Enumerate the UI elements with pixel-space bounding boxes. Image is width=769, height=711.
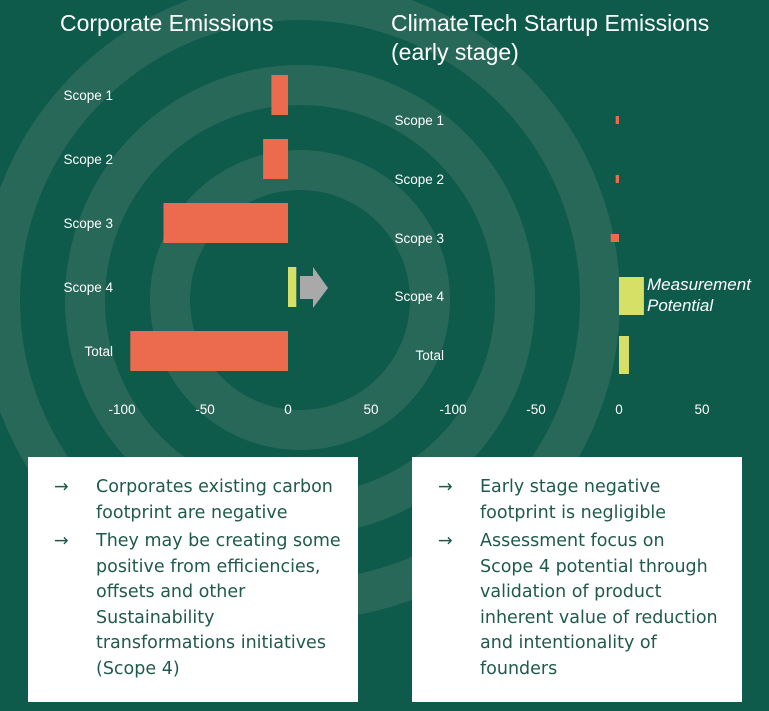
bg-arc-inner [150,150,450,450]
corporate-category-label: Scope 2 [63,152,113,167]
startup-x-tick-label: -50 [526,402,546,417]
corporate-bar-scope-3 [163,203,288,243]
left-bullet-1-text: Corporates existing carbon footprint are… [96,477,333,523]
right-bullet-2: → Assessment focus on Scope 4 potential … [438,529,718,682]
left-bullet-2: → They may be creating some positive fro… [54,529,341,682]
startup-category-label: Total [415,348,444,363]
measurement-potential-annotation: Measurement Potential [647,275,751,315]
right-bullet-2-text: Assessment focus on Scope 4 potential th… [480,531,718,679]
corporate-x-tick-label: 0 [284,402,292,417]
startup-x-tick-label: 0 [615,402,623,417]
corporate-x-tick-label: 50 [363,402,378,417]
arrow-icon: → [54,531,69,551]
corporate-category-label: Scope 3 [63,216,113,231]
startup-x-tick-label: 50 [694,402,709,417]
corporate-x-tick-label: -100 [108,402,135,417]
corporate-bar-scope-4 [288,267,297,307]
startup-category-label: Scope 4 [394,289,444,304]
right-bullet-1: → Early stage negative footprint is negl… [438,475,666,526]
right-bullet-1-text: Early stage negative footprint is neglig… [480,477,667,523]
corporate-category-label: Scope 4 [63,280,113,295]
left-bullet-2-text: They may be creating some positive from … [96,531,341,679]
startup-bar-scope-4 [619,277,644,315]
right-info-panel: → Early stage negative footprint is negl… [412,457,742,702]
corporate-bar-total [130,331,288,371]
startup-bar-scope-3 [610,234,619,242]
corporate-bar-scope-1 [271,75,288,115]
chart-title-startup: ClimateTech Startup Emissions (early sta… [391,10,710,65]
startup-category-label: Scope 3 [394,231,444,246]
startup-bar-scope-1 [615,116,619,124]
arrow-icon: → [438,477,453,497]
startup-x-tick-label: -100 [439,402,466,417]
corporate-bar-scope-2 [263,139,288,179]
corporate-category-label: Total [84,344,113,359]
corporate-category-label: Scope 1 [63,88,113,103]
left-bullet-1: → Corporates existing carbon footprint a… [54,475,333,526]
startup-category-label: Scope 1 [394,113,444,128]
arrow-icon: → [438,531,453,551]
left-info-panel: → Corporates existing carbon footprint a… [28,457,358,702]
startup-category-label: Scope 2 [394,172,444,187]
startup-bar-scope-2 [615,175,619,183]
startup-bar-total [619,336,629,374]
chart-title-corporate: Corporate Emissions [60,10,274,36]
corporate-x-tick-label: -50 [195,402,215,417]
arrow-icon: → [54,477,69,497]
transition-arrow-icon [300,267,328,308]
